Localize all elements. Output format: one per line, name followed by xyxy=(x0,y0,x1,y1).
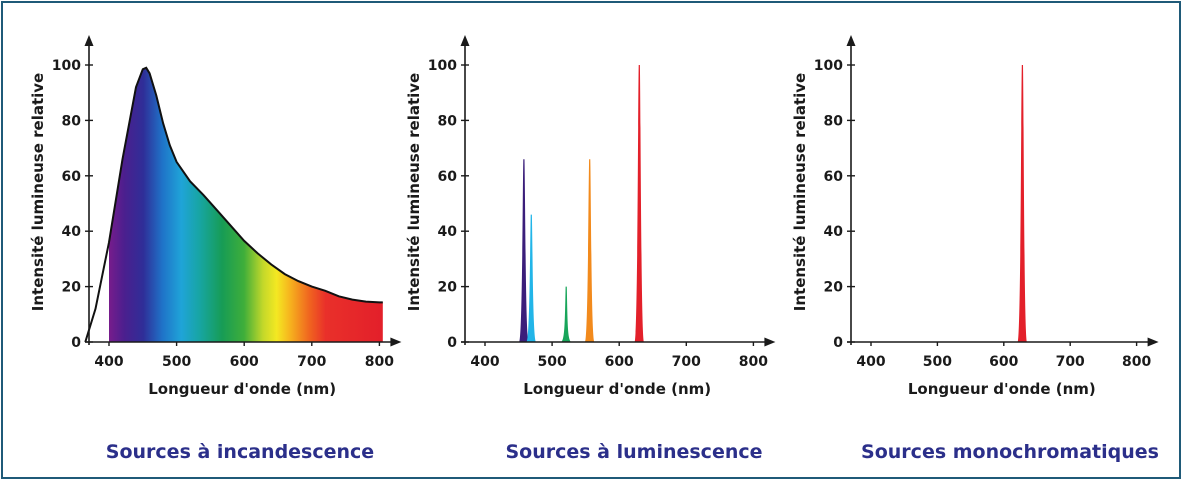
x-tick-label: 800 xyxy=(365,354,394,370)
emission-peak-1 xyxy=(519,159,529,342)
spectrum-area xyxy=(109,67,383,343)
y-tick-label: 80 xyxy=(824,113,844,129)
x-tick-label: 800 xyxy=(739,354,768,370)
x-axis-arrow xyxy=(1147,337,1159,347)
y-tick-label: 80 xyxy=(62,113,82,129)
emission-peak-1 xyxy=(1017,65,1027,342)
y-axis-arrow xyxy=(84,35,94,46)
x-axis-title: Longueur d'onde (nm) xyxy=(908,380,1096,398)
y-tick-label: 60 xyxy=(62,169,82,185)
emission-peak-2 xyxy=(526,214,536,342)
x-axis-arrow xyxy=(390,337,402,347)
x-tick-label: 700 xyxy=(672,354,701,370)
y-tick-label: 0 xyxy=(833,335,843,351)
y-tick-label: 100 xyxy=(52,58,81,74)
x-tick-label: 600 xyxy=(230,354,259,370)
x-axis-title: Longueur d'onde (nm) xyxy=(523,380,711,398)
y-axis-title: Intensité lumineuse relative xyxy=(791,73,809,311)
x-tick-label: 700 xyxy=(297,354,326,370)
x-tick-label: 600 xyxy=(989,354,1018,370)
emission-peak-5 xyxy=(634,65,644,342)
y-tick-label: 0 xyxy=(71,335,81,351)
y-tick-label: 20 xyxy=(62,280,82,296)
y-tick-label: 0 xyxy=(447,335,457,351)
y-tick-label: 40 xyxy=(824,224,844,240)
x-tick-label: 500 xyxy=(162,354,191,370)
x-tick-label: 500 xyxy=(537,354,566,370)
y-tick-label: 40 xyxy=(438,224,458,240)
y-tick-label: 80 xyxy=(438,113,458,129)
chart-caption: Sources monochromatiques xyxy=(861,441,1159,463)
x-tick-label: 400 xyxy=(94,354,123,370)
x-axis-title: Longueur d'onde (nm) xyxy=(148,380,336,398)
chart-panel-1: 400 500 600 700 800 0 20 40 60 80 100 Longueur d'on… xyxy=(29,35,402,463)
x-tick-label: 400 xyxy=(856,354,885,370)
y-axis-title: Intensité lumineuse relative xyxy=(29,73,47,311)
chart-caption: Sources à incandescence xyxy=(106,441,374,463)
y-tick-label: 40 xyxy=(62,224,82,240)
y-tick-label: 100 xyxy=(428,58,457,74)
chart-caption: Sources à luminescence xyxy=(505,441,762,463)
y-axis-title: Intensité lumineuse relative xyxy=(405,73,423,311)
emission-peak-4 xyxy=(585,159,595,342)
y-tick-label: 20 xyxy=(824,280,844,296)
y-tick-label: 60 xyxy=(438,169,458,185)
emission-peak-3 xyxy=(561,286,571,342)
x-tick-label: 500 xyxy=(923,354,952,370)
y-axis-arrow xyxy=(846,35,856,46)
chart-panel-3: 400 500 600 700 800 0 20 40 60 80 100 Longueur d'on… xyxy=(791,35,1159,463)
x-tick-label: 700 xyxy=(1056,354,1085,370)
spectrum-curve xyxy=(84,66,383,343)
x-tick-label: 600 xyxy=(605,354,634,370)
y-axis-arrow xyxy=(460,35,470,46)
chart-panel-2: 400 500 600 700 800 0 20 40 60 80 100 Longueur d'on… xyxy=(405,35,776,463)
y-tick-label: 60 xyxy=(824,169,844,185)
y-tick-label: 100 xyxy=(814,58,843,74)
x-tick-label: 400 xyxy=(470,354,499,370)
x-tick-label: 800 xyxy=(1122,354,1151,370)
x-axis-arrow xyxy=(764,337,776,347)
y-tick-label: 20 xyxy=(438,280,458,296)
